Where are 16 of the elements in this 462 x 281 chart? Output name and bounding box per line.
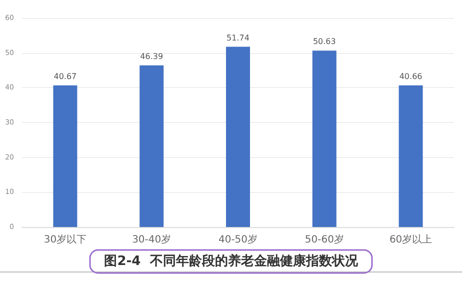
bar xyxy=(53,85,78,227)
data-label: 40.66 xyxy=(399,72,422,81)
data-label: 50.63 xyxy=(312,37,336,46)
bar xyxy=(226,46,250,227)
data-label: 40.67 xyxy=(54,72,77,81)
text: 图2-4 不同年龄段的养老金融健康指数状况 xyxy=(104,253,359,269)
x-tick-label: 60岁以上 xyxy=(389,234,432,246)
x-tick-label: 40-50岁 xyxy=(218,234,258,246)
bar xyxy=(398,85,423,227)
x-tick-label: 30-40岁 xyxy=(132,234,172,246)
x-tick-label: 30岁以下 xyxy=(44,234,87,246)
bar xyxy=(312,50,336,227)
x-tick-label: 50-60岁 xyxy=(304,234,344,246)
data-label: 51.74 xyxy=(226,33,250,42)
bar xyxy=(140,65,164,227)
data-label: 46.39 xyxy=(140,52,164,61)
